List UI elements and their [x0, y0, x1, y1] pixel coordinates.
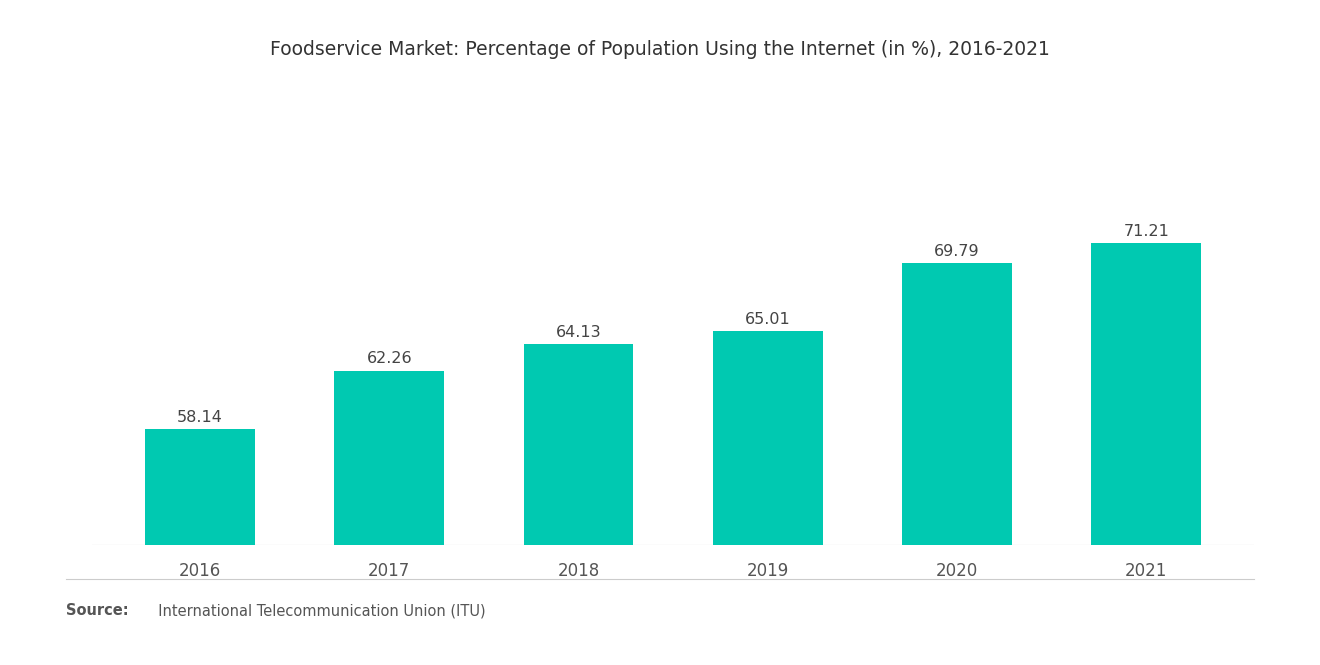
- Text: 65.01: 65.01: [744, 312, 791, 327]
- Text: International Telecommunication Union (ITU): International Telecommunication Union (I…: [149, 603, 486, 618]
- Bar: [902, 263, 1012, 545]
- Text: 69.79: 69.79: [935, 244, 979, 259]
- Text: Foodservice Market: Percentage of Population Using the Internet (in %), 2016-202: Foodservice Market: Percentage of Popula…: [271, 40, 1049, 59]
- Text: 58.14: 58.14: [177, 410, 223, 425]
- Text: 62.26: 62.26: [367, 351, 412, 366]
- Bar: [145, 430, 255, 545]
- Bar: [1092, 243, 1201, 545]
- Text: 71.21: 71.21: [1123, 224, 1170, 239]
- Text: 64.13: 64.13: [556, 325, 602, 340]
- Bar: [713, 331, 822, 545]
- Bar: [334, 370, 445, 545]
- Bar: [524, 344, 634, 545]
- Text: Source:: Source:: [66, 603, 128, 618]
